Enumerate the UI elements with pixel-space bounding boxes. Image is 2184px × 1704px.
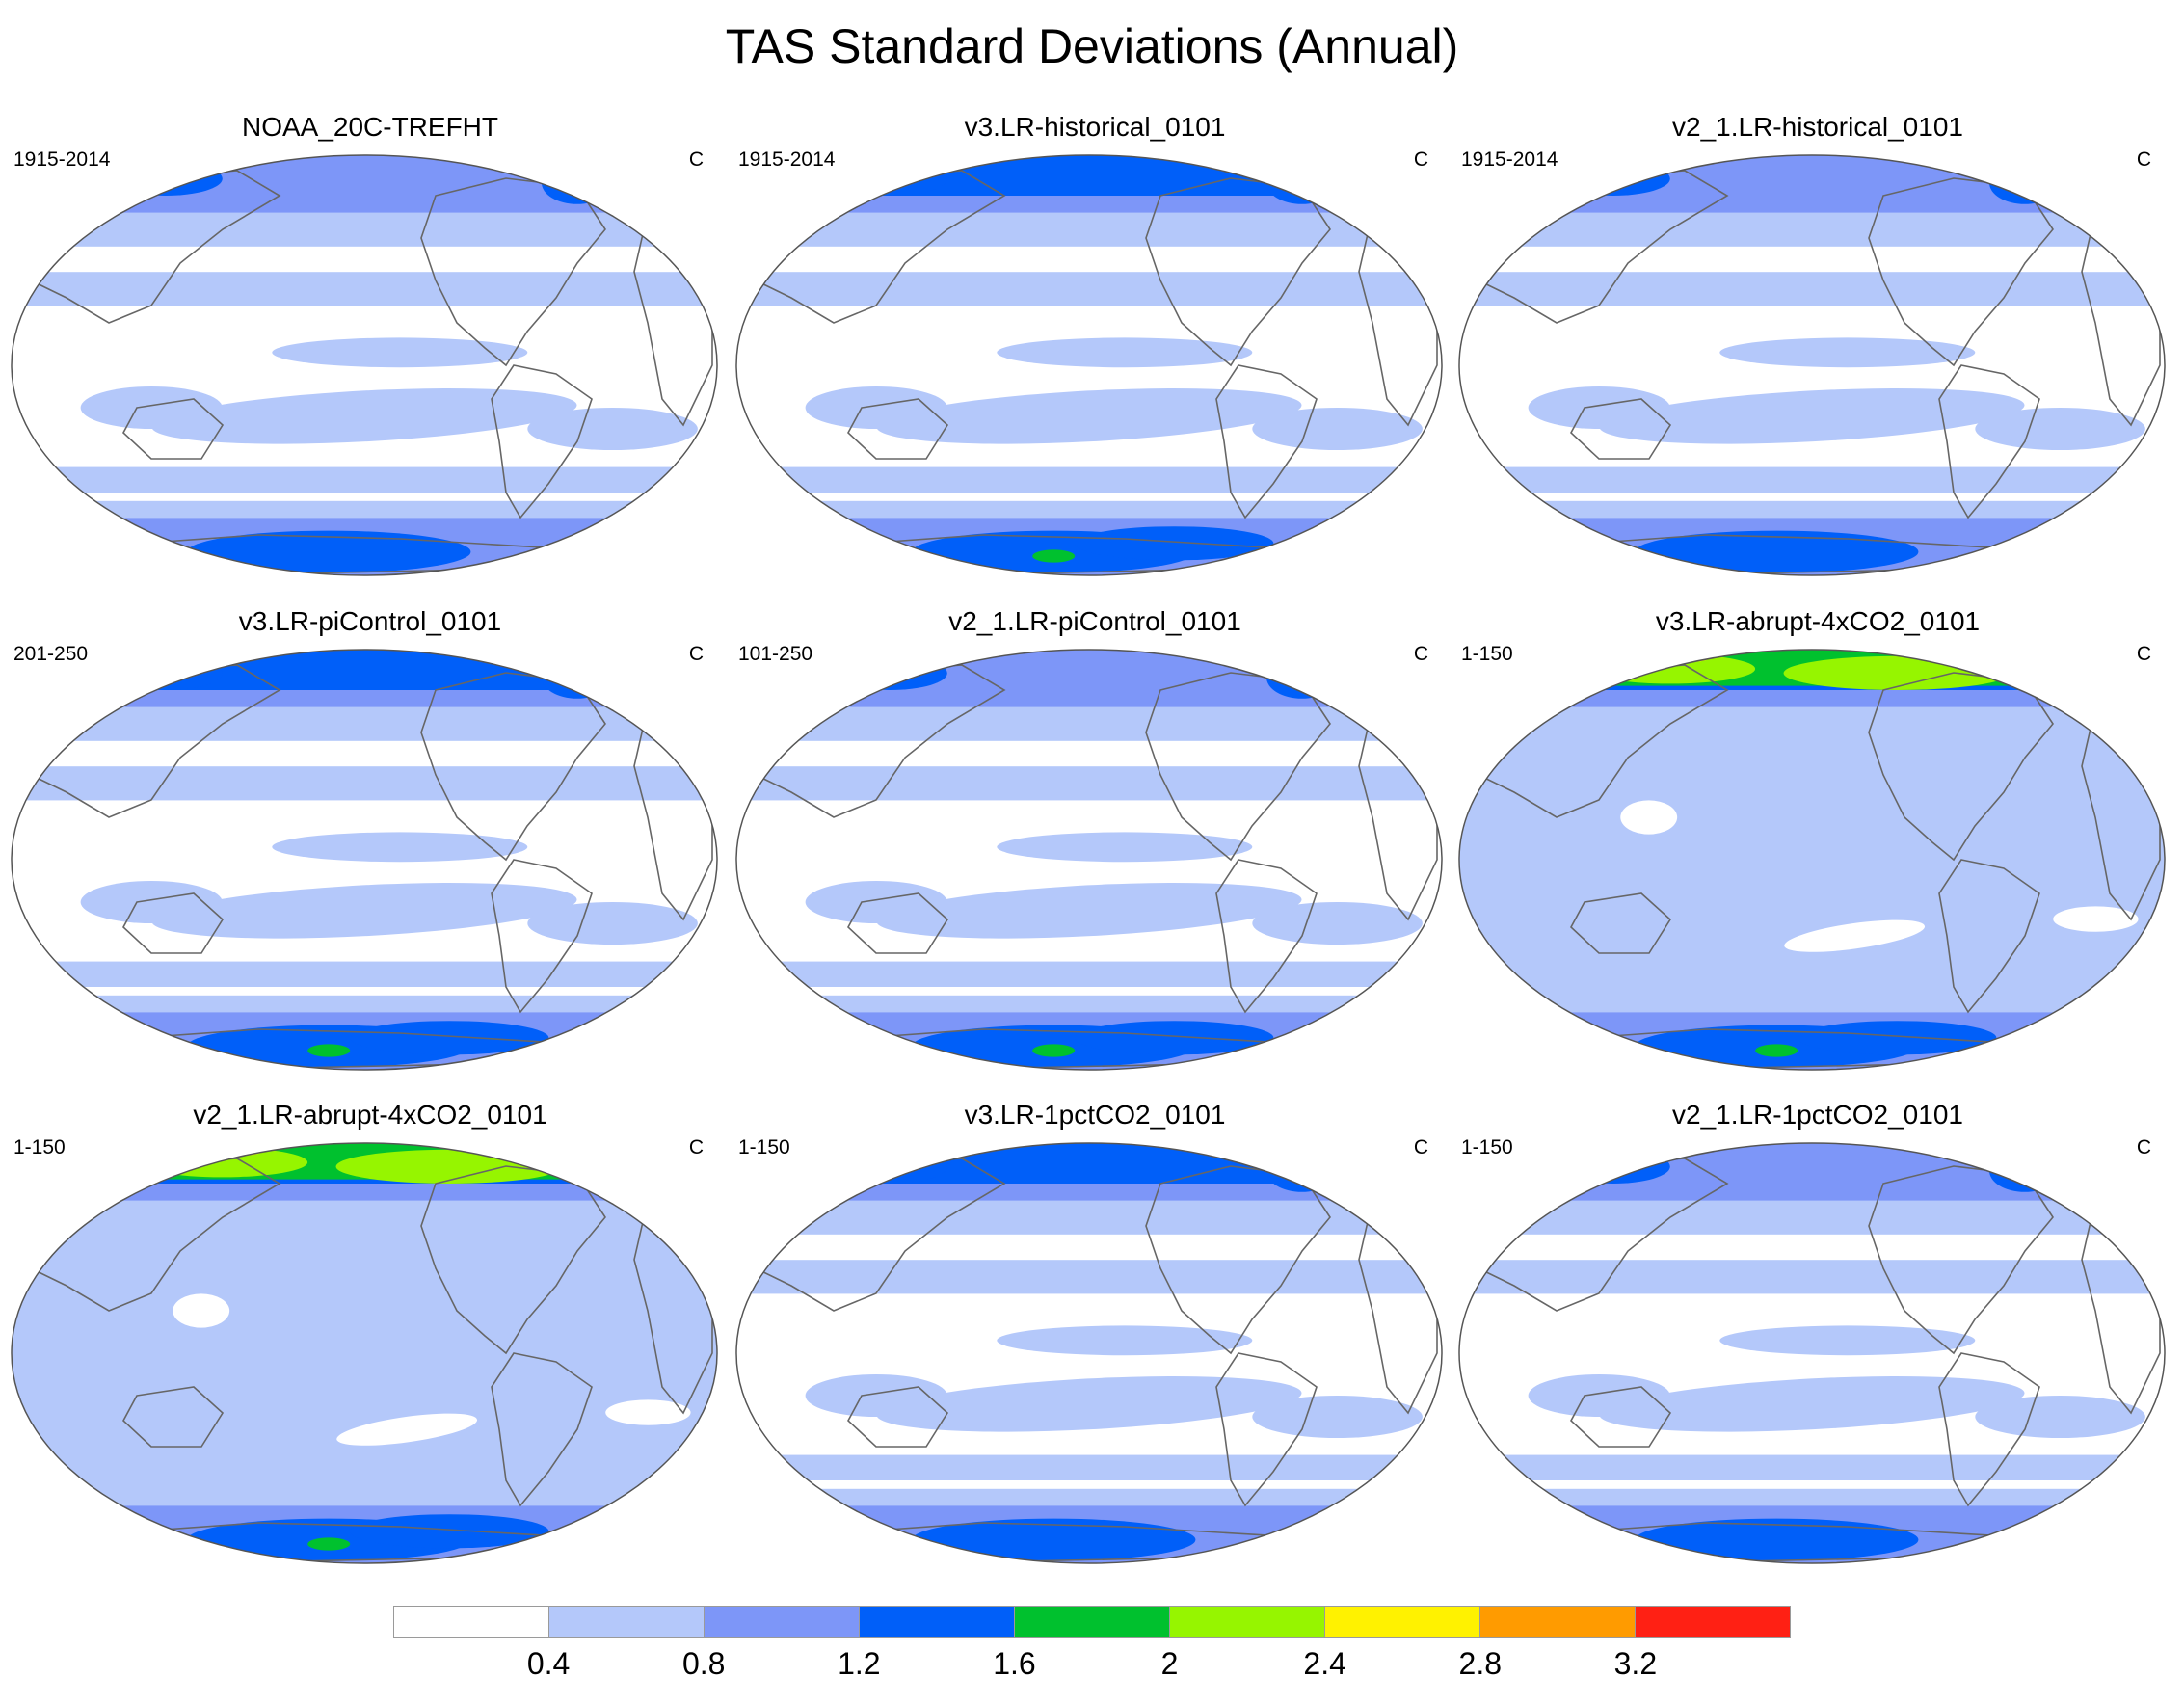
panel-units: C <box>1413 643 1428 665</box>
colorbar-tick-label: 1.2 <box>838 1646 881 1681</box>
panel-title: v2_1.LR-historical_0101 <box>1672 112 1963 142</box>
map-panel: v3.LR-historical_0101 1915-2014 C <box>734 111 1455 598</box>
panel-title: v3.LR-piControl_0101 <box>238 606 502 636</box>
colorbar-swatch <box>1014 1606 1169 1638</box>
panel-period: 1915-2014 <box>738 148 836 171</box>
panel-units: C <box>2136 643 2151 665</box>
map-outline <box>1458 154 2166 576</box>
panel-period: 201-250 <box>13 643 89 665</box>
colorbar-swatch <box>1324 1606 1479 1638</box>
colorbar-swatch <box>393 1606 548 1638</box>
panel-title: NOAA_20C-TREFHT <box>241 112 499 142</box>
map-outline <box>11 154 718 576</box>
colorbar-swatch <box>704 1606 859 1638</box>
colorbar-tick-label: 2.4 <box>1303 1646 1346 1681</box>
map-panel: v2_1.LR-historical_0101 1915-2014 C <box>1457 111 2178 598</box>
map-panel: v2_1.LR-abrupt-4xCO2_0101 1-150 C <box>10 1099 731 1585</box>
panel-units: C <box>688 643 704 665</box>
map-outline <box>735 649 1443 1071</box>
colorbar-swatch <box>1635 1606 1791 1638</box>
panel-title: v2_1.LR-abrupt-4xCO2_0101 <box>193 1100 547 1130</box>
figure-title: TAS Standard Deviations (Annual) <box>725 19 1459 73</box>
panel-title: v3.LR-historical_0101 <box>964 112 1226 142</box>
world-map <box>1458 649 2166 1071</box>
panel-units: C <box>2136 1136 2151 1158</box>
panel-title: v2_1.LR-1pctCO2_0101 <box>1672 1100 1963 1130</box>
map-panel: v3.LR-piControl_0101 201-250 C <box>10 605 731 1092</box>
world-map <box>1458 154 2166 576</box>
map-panel: v3.LR-abrupt-4xCO2_0101 1-150 C <box>1457 605 2178 1092</box>
panel-units: C <box>688 1136 704 1158</box>
world-map <box>11 154 718 576</box>
panel-period: 1-150 <box>13 1136 66 1158</box>
panel-period: 1-150 <box>1461 1136 1513 1158</box>
colorbar-swatch <box>548 1606 704 1638</box>
panel-units: C <box>1413 1136 1428 1158</box>
panel-period: 1-150 <box>1461 643 1513 665</box>
world-map <box>11 1142 718 1564</box>
colorbar-tick-label: 1.6 <box>993 1646 1036 1681</box>
map-outline <box>11 649 718 1071</box>
colorbar-tick-label: 3.2 <box>1613 1646 1658 1681</box>
panel-units: C <box>2136 148 2151 171</box>
colorbar-swatch <box>1169 1606 1324 1638</box>
map-panel: NOAA_20C-TREFHT 1915-2014 C <box>10 111 731 598</box>
colorbar-tick-label: 0.4 <box>526 1646 571 1681</box>
colorbar-swatch <box>859 1606 1014 1638</box>
panel-units: C <box>688 148 704 171</box>
panel-units: C <box>1413 148 1428 171</box>
panel-title: v2_1.LR-piControl_0101 <box>948 606 1241 636</box>
panel-title: v3.LR-1pctCO2_0101 <box>964 1100 1226 1130</box>
map-outline <box>735 154 1443 576</box>
world-map <box>735 649 1443 1071</box>
panel-title: v3.LR-abrupt-4xCO2_0101 <box>1655 606 1981 636</box>
panel-period: 1-150 <box>738 1136 790 1158</box>
world-map <box>11 649 718 1071</box>
colorbar-swatch <box>1479 1606 1635 1638</box>
world-map <box>735 154 1443 576</box>
colorbar-tick-label: 2 <box>1160 1646 1179 1681</box>
map-outline <box>735 1142 1443 1564</box>
world-map <box>735 1142 1443 1564</box>
world-map <box>1458 1142 2166 1564</box>
map-panel: v2_1.LR-piControl_0101 101-250 C <box>734 605 1455 1092</box>
map-panel: v2_1.LR-1pctCO2_0101 1-150 C <box>1457 1099 2178 1585</box>
map-panel: v3.LR-1pctCO2_0101 1-150 C <box>734 1099 1455 1585</box>
colorbar-tick-label: 2.8 <box>1458 1646 1502 1681</box>
map-outline <box>11 1142 718 1564</box>
colorbar-tick-label: 0.8 <box>681 1646 726 1681</box>
panel-period: 1915-2014 <box>13 148 111 171</box>
map-outline <box>1458 649 2166 1071</box>
panel-period: 1915-2014 <box>1461 148 1558 171</box>
colorbar <box>393 1606 1791 1638</box>
panel-period: 101-250 <box>738 643 813 665</box>
map-outline <box>1458 1142 2166 1564</box>
